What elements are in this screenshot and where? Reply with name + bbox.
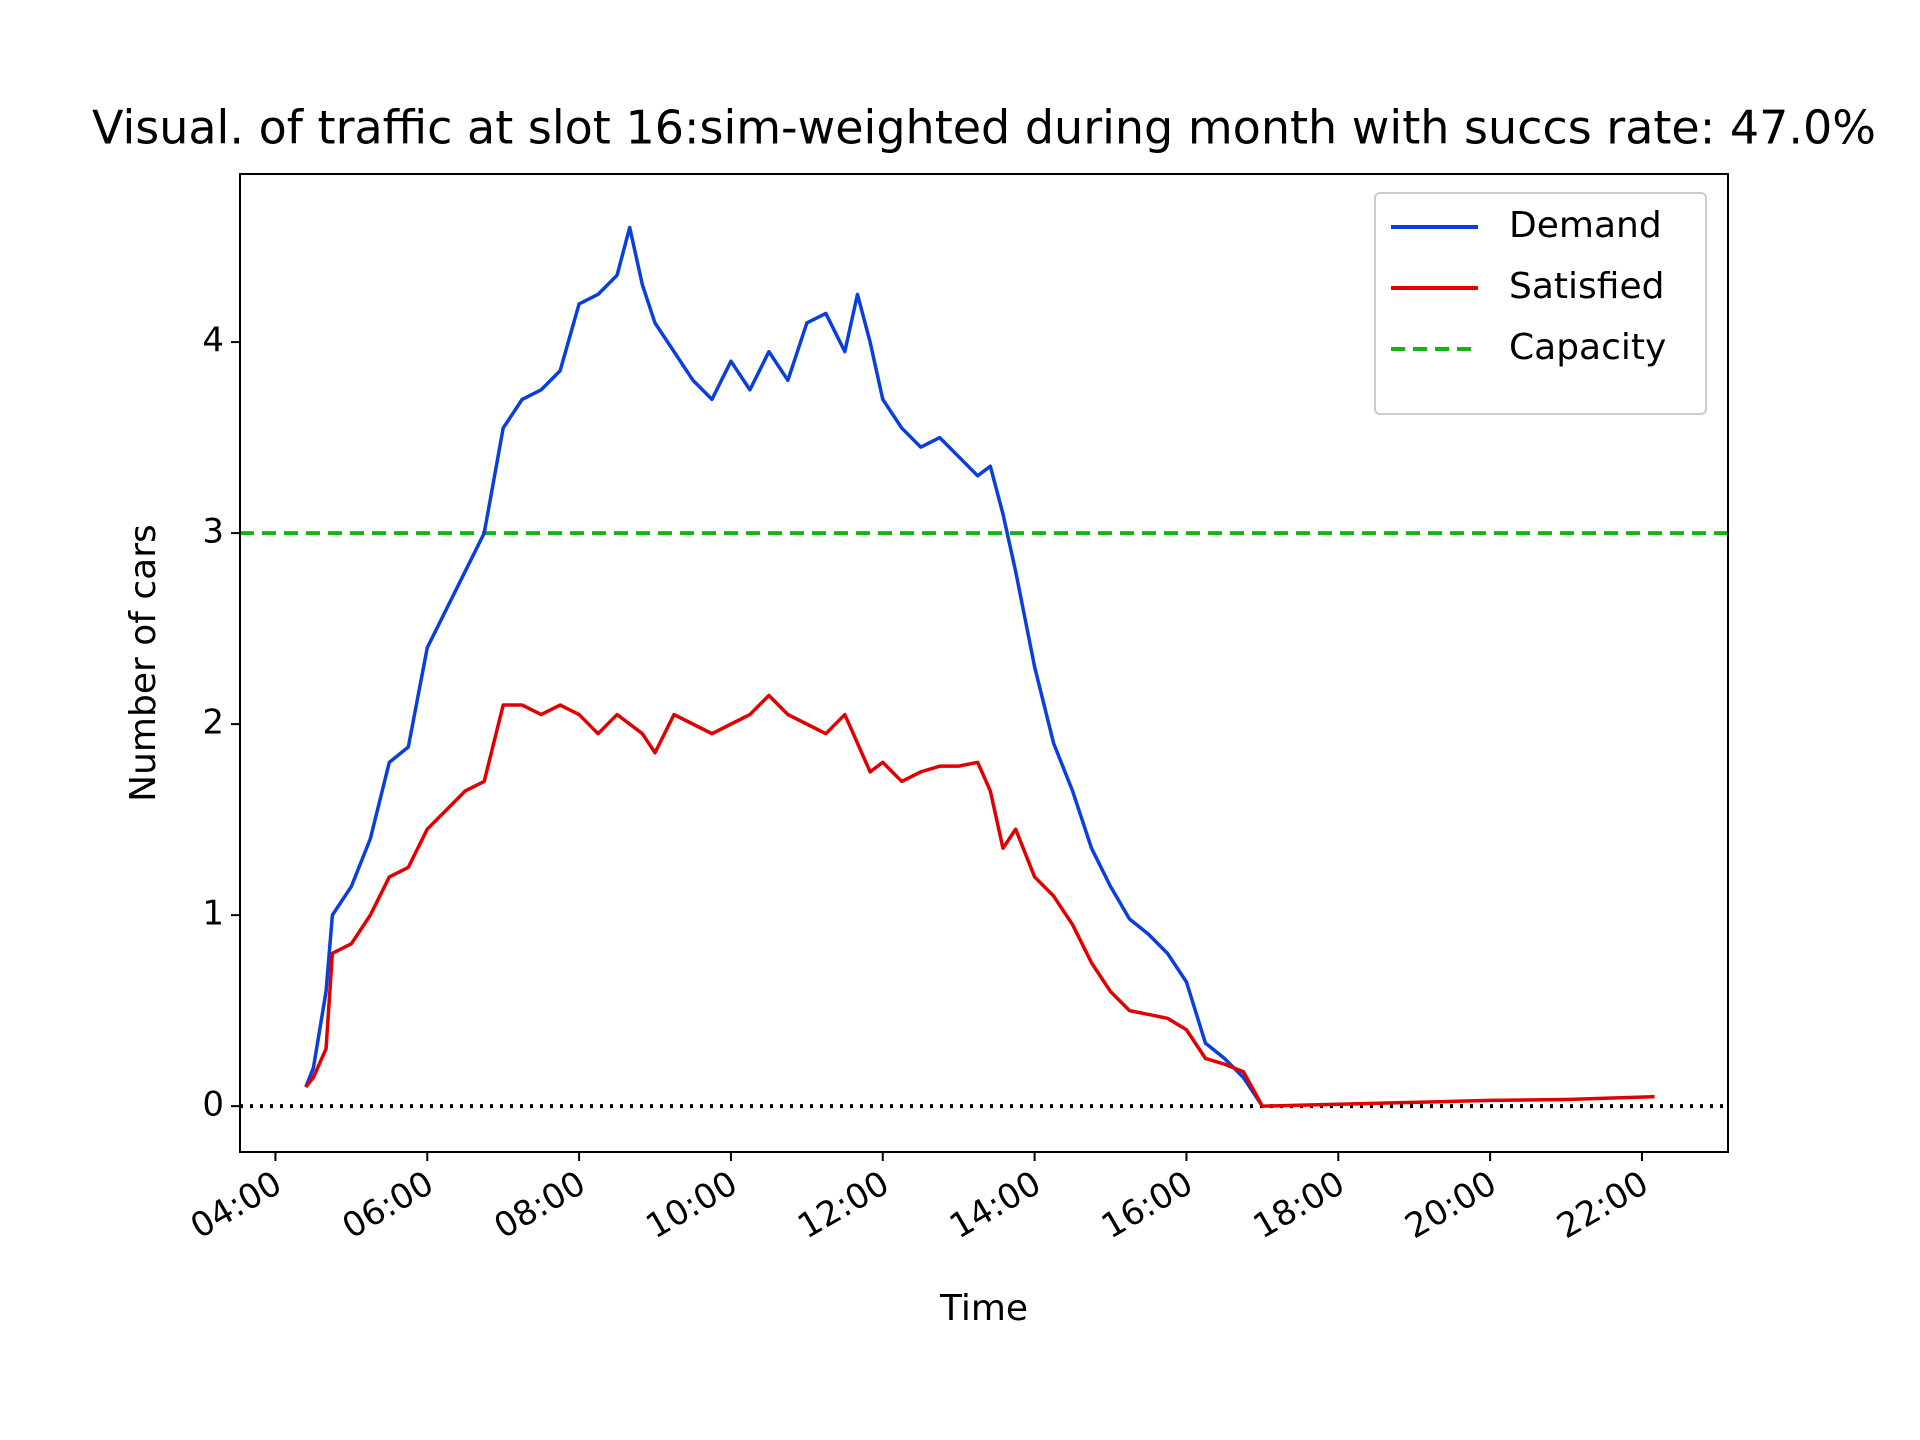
y-tick-label: 4 (202, 321, 224, 361)
x-tick-label: 04:00 (184, 1163, 289, 1247)
x-tick-label: 10:00 (639, 1163, 744, 1247)
x-tick-label: 08:00 (487, 1163, 592, 1247)
y-tick-label: 2 (202, 703, 224, 743)
data-line (304, 225, 1264, 1108)
legend-box (1374, 192, 1707, 415)
x-axis-label: Time (939, 1288, 1028, 1329)
x-tick-label: 16:00 (1095, 1163, 1200, 1247)
x-tick-label: 22:00 (1550, 1163, 1655, 1247)
data-line (304, 693, 1655, 1108)
y-tick-label: 0 (202, 1085, 224, 1125)
legend-label: Satisfied (1509, 266, 1664, 307)
legend-label: Demand (1509, 205, 1662, 246)
x-tick-label: 14:00 (943, 1163, 1048, 1247)
y-tick-label: 1 (202, 894, 224, 934)
x-tick-label: 12:00 (791, 1163, 896, 1247)
legend-label: Capacity (1509, 327, 1666, 368)
x-tick-label: 06:00 (336, 1163, 441, 1247)
y-tick-label: 3 (202, 512, 224, 552)
chart-title: Visual. of traffic at slot 16:sim-weight… (92, 101, 1876, 155)
x-tick-label: 20:00 (1399, 1163, 1504, 1247)
plot-frame (239, 173, 1729, 1153)
y-axis-label: Number of cars (123, 524, 164, 802)
x-tick-label: 18:00 (1247, 1163, 1352, 1247)
